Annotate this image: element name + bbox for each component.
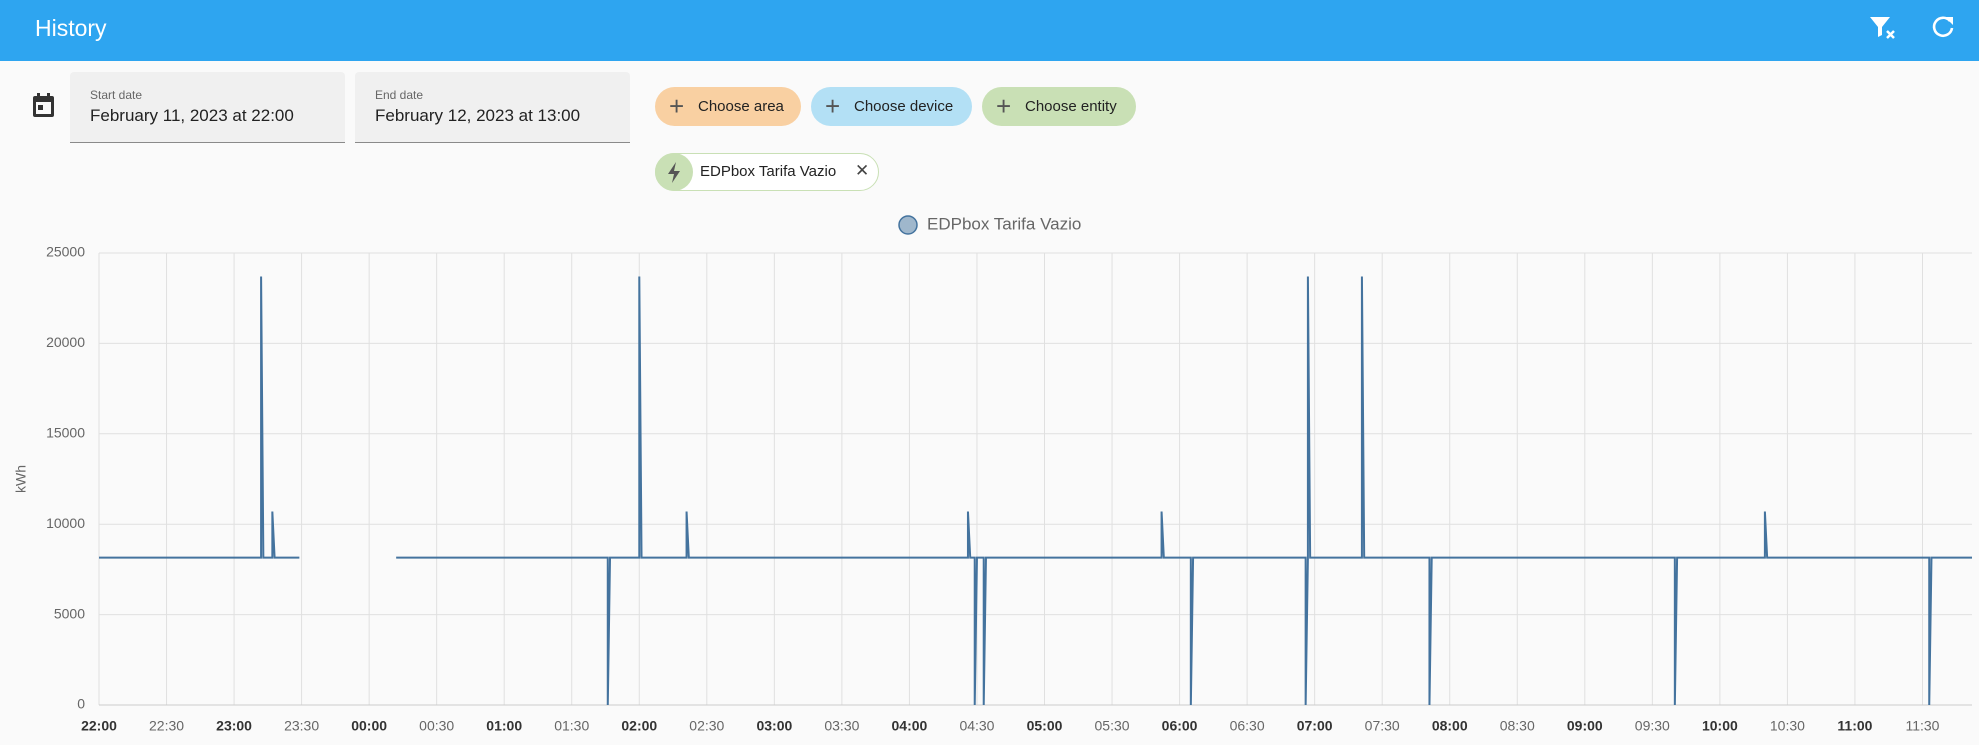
choose-entity-chip[interactable]: + Choose entity [982, 87, 1136, 126]
x-tick-label: 09:00 [1567, 718, 1603, 734]
x-tick-label: 06:30 [1230, 718, 1265, 734]
x-tick-label: 03:00 [756, 718, 792, 734]
x-tick-label: 05:00 [1027, 718, 1063, 734]
page-title: History [35, 15, 107, 41]
field-label: Start date [90, 88, 143, 102]
x-tick-label: 02:00 [621, 718, 657, 734]
y-axis-label: kWh [13, 465, 29, 493]
x-tick-label: 01:30 [554, 718, 589, 734]
x-tick-label: 07:00 [1297, 718, 1333, 734]
x-tick-label: 01:00 [486, 718, 522, 734]
x-tick-label: 06:00 [1162, 718, 1198, 734]
x-tick-label: 04:30 [959, 718, 994, 734]
x-tick-label: 22:30 [149, 718, 184, 734]
x-tick-label: 08:30 [1500, 718, 1535, 734]
chip-label: Choose device [854, 98, 954, 115]
x-tick-label: 00:00 [351, 718, 387, 734]
x-tick-label: 23:30 [284, 718, 319, 734]
y-tick-label: 15000 [46, 425, 85, 441]
x-tick-label: 00:30 [419, 718, 454, 734]
field-label: End date [375, 88, 424, 102]
choose-area-chip[interactable]: + Choose area [655, 87, 801, 126]
legend-label: EDPbox Tarifa Vazio [927, 214, 1081, 233]
y-tick-label: 10000 [46, 515, 85, 531]
end-date-field[interactable]: End date February 12, 2023 at 13:00 [355, 72, 630, 143]
x-tick-label: 08:00 [1432, 718, 1468, 734]
clear-filter-button[interactable] [1868, 14, 1898, 44]
y-tick-label: 20000 [46, 334, 85, 350]
x-tick-label: 07:30 [1365, 718, 1400, 734]
x-tick-label: 05:30 [1095, 718, 1130, 734]
entity-icon [655, 153, 693, 191]
x-tick-label: 04:00 [892, 718, 928, 734]
x-tick-label: 10:00 [1702, 718, 1738, 734]
app-header: History [0, 0, 1979, 61]
y-tick-label: 0 [77, 696, 85, 712]
chip-label: Choose area [698, 98, 784, 115]
x-tick-label: 02:30 [689, 718, 724, 734]
chip-label: EDPbox Tarifa Vazio [700, 163, 837, 180]
refresh-button[interactable] [1928, 13, 1958, 43]
series-line [99, 276, 1972, 706]
remove-button[interactable]: ✕ [855, 161, 870, 180]
calendar-icon[interactable] [31, 92, 57, 120]
chip-label: Choose entity [1025, 98, 1117, 115]
selected-entity-chip[interactable]: EDPbox Tarifa Vazio ✕ [655, 153, 879, 191]
x-tick-label: 03:30 [824, 718, 859, 734]
y-tick-label: 5000 [54, 605, 85, 621]
choose-device-chip[interactable]: + Choose device [811, 87, 972, 126]
x-tick-label: 23:00 [216, 718, 252, 734]
field-value: February 11, 2023 at 22:00 [90, 106, 294, 125]
chart: 0 5000 10000 15000 20000 25000 22:00 22:30 23:00… [13, 214, 1972, 734]
start-date-field[interactable]: Start date February 11, 2023 at 22:00 [70, 72, 345, 143]
y-tick-label: 25000 [46, 244, 85, 260]
x-tick-label: 11:30 [1905, 718, 1939, 734]
x-tick-label: 09:30 [1635, 718, 1670, 734]
legend-marker [898, 215, 918, 235]
x-tick-label: 22:00 [81, 718, 117, 734]
x-tick-label: 11:00 [1837, 718, 1872, 734]
x-tick-label: 10:30 [1770, 718, 1805, 734]
field-value: February 12, 2023 at 13:00 [375, 106, 581, 125]
